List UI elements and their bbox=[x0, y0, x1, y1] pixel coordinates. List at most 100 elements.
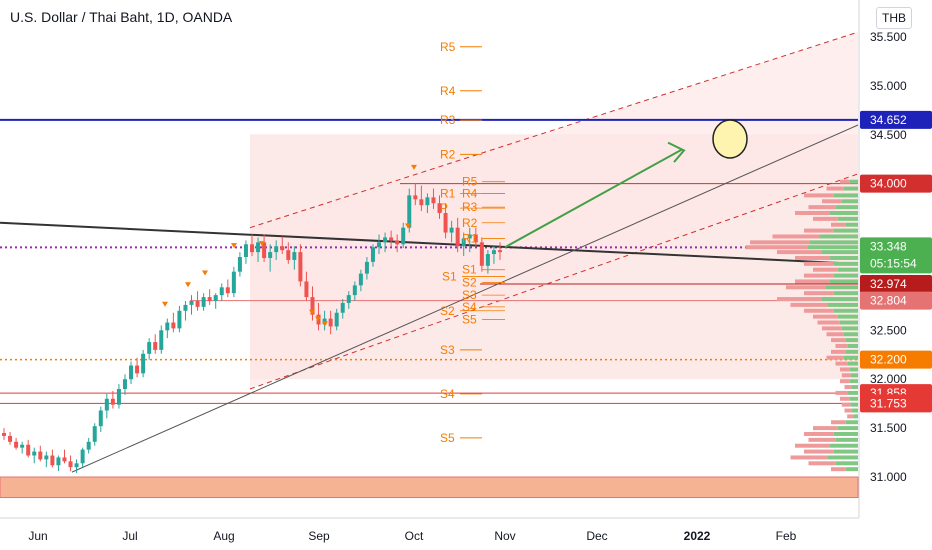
volume-bar bbox=[851, 385, 858, 390]
pivot-inner-r1: R1 bbox=[440, 186, 456, 200]
volume-bar bbox=[777, 250, 822, 255]
candle-body bbox=[389, 237, 394, 241]
volume-bar bbox=[827, 302, 858, 307]
volume-bar bbox=[804, 273, 834, 278]
candle-body bbox=[141, 353, 146, 374]
volume-bar bbox=[839, 320, 858, 325]
volume-bar bbox=[833, 291, 858, 296]
volume-bar bbox=[750, 240, 810, 245]
candle-body bbox=[352, 285, 357, 296]
candle-body bbox=[2, 433, 6, 436]
volume-bar bbox=[831, 349, 846, 354]
candle-body bbox=[461, 238, 466, 247]
volume-bar bbox=[833, 449, 858, 454]
price-tag-label: 33.348 bbox=[870, 239, 907, 253]
candle-body bbox=[110, 398, 115, 405]
volume-bar bbox=[844, 408, 852, 413]
candle-body bbox=[116, 389, 121, 405]
volume-bar bbox=[837, 216, 858, 221]
candle-body bbox=[56, 457, 61, 466]
volume-bar bbox=[853, 414, 858, 419]
volume-bar bbox=[840, 379, 850, 384]
pivot-inner-r5: R5 bbox=[462, 175, 478, 189]
candles bbox=[2, 183, 502, 474]
candle-body bbox=[8, 435, 13, 442]
pivot-inner-s2: S2 bbox=[440, 304, 455, 318]
currency-button[interactable]: THB bbox=[876, 7, 912, 29]
candle-body bbox=[50, 455, 55, 466]
candle-body bbox=[340, 302, 345, 313]
volume-bar bbox=[847, 390, 858, 395]
time-tick-oct: Oct bbox=[405, 529, 424, 543]
price-tag-label: 32.200 bbox=[870, 353, 907, 367]
candle-body bbox=[195, 301, 200, 307]
volume-bar bbox=[831, 467, 846, 472]
volume-bar bbox=[786, 285, 826, 290]
volume-bar bbox=[804, 228, 834, 233]
volume-bar bbox=[829, 211, 858, 215]
candle-body bbox=[86, 441, 91, 450]
pivot-label-s3: S3 bbox=[440, 343, 455, 357]
volume-bar bbox=[813, 314, 838, 319]
candle-body bbox=[268, 252, 273, 258]
price-tick-label: 31.500 bbox=[870, 421, 907, 435]
volume-bar bbox=[772, 234, 820, 239]
candle-body bbox=[383, 237, 388, 243]
volume-profile bbox=[745, 179, 858, 472]
candle-body bbox=[207, 297, 212, 301]
candle-body bbox=[401, 227, 406, 245]
volume-bar bbox=[833, 273, 858, 278]
volume-bar bbox=[845, 222, 858, 227]
volume-bar bbox=[804, 261, 834, 266]
candle-body bbox=[159, 330, 164, 350]
volume-bar bbox=[795, 443, 830, 448]
volume-bar bbox=[821, 250, 858, 255]
candle-body bbox=[92, 426, 97, 442]
candle-body bbox=[165, 322, 170, 331]
volume-bar bbox=[804, 308, 834, 313]
price-tag-bg bbox=[860, 110, 932, 129]
demand-zone bbox=[0, 476, 859, 499]
candle-body bbox=[98, 410, 103, 427]
candle-body bbox=[219, 287, 224, 296]
projection-arrow bbox=[504, 141, 686, 249]
price-tick-label: 35.000 bbox=[870, 79, 907, 93]
price-tag-label: 34.652 bbox=[870, 113, 907, 127]
candle-body bbox=[455, 227, 460, 247]
price-tick-label: 32.500 bbox=[870, 323, 907, 337]
candle-body bbox=[498, 250, 502, 253]
candle-body bbox=[443, 213, 448, 233]
price-tag-label: 31.753 bbox=[870, 396, 907, 410]
volume-bar bbox=[835, 461, 858, 466]
volume-bar bbox=[850, 402, 858, 407]
volume-bar bbox=[841, 402, 851, 407]
signal-triangle bbox=[231, 243, 237, 249]
volume-bar bbox=[835, 390, 848, 395]
volume-bar bbox=[822, 199, 842, 204]
volume-bar bbox=[847, 414, 854, 419]
volume-bar bbox=[841, 373, 851, 378]
volume-bar bbox=[841, 199, 858, 204]
downtrend-line bbox=[0, 221, 859, 265]
candle-body bbox=[334, 312, 339, 327]
target-circle bbox=[712, 119, 748, 159]
pivot-label-s5: S5 bbox=[440, 431, 455, 445]
candle-body bbox=[80, 449, 85, 464]
volume-bar bbox=[819, 234, 858, 239]
volume-bar bbox=[808, 461, 836, 466]
volume-bar bbox=[849, 396, 858, 401]
price-tag-label: 34.000 bbox=[870, 177, 907, 191]
pivot-label-r4: R4 bbox=[440, 84, 456, 98]
volume-bar bbox=[833, 308, 858, 313]
price-tag-bg bbox=[860, 291, 932, 310]
candle-body bbox=[419, 199, 424, 206]
candle-body bbox=[104, 398, 109, 411]
candle-body bbox=[243, 244, 248, 257]
volume-bar bbox=[837, 426, 858, 431]
volume-bar bbox=[826, 332, 844, 337]
signal-triangle bbox=[162, 301, 168, 307]
price-axis: 31.000 31.500 32.000 32.500 34.500 35.000 35.5… bbox=[870, 30, 907, 484]
volume-bar bbox=[833, 261, 858, 266]
